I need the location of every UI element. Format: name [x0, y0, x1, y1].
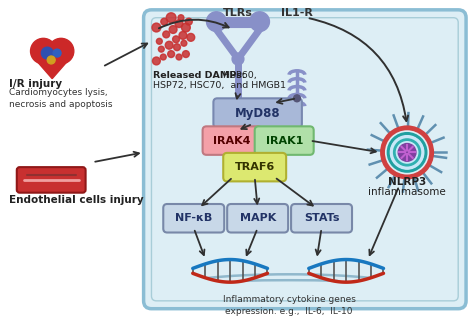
Circle shape: [168, 51, 174, 58]
Circle shape: [398, 144, 416, 161]
Circle shape: [175, 20, 183, 28]
Circle shape: [179, 31, 187, 39]
Circle shape: [160, 54, 166, 60]
Circle shape: [185, 18, 192, 25]
Text: HSP60,: HSP60,: [220, 71, 257, 80]
Circle shape: [182, 51, 189, 58]
Text: STATs: STATs: [304, 213, 339, 223]
FancyBboxPatch shape: [227, 204, 288, 233]
Text: TLRs: TLRs: [223, 8, 253, 18]
Text: NLRP3: NLRP3: [388, 177, 426, 187]
Circle shape: [163, 31, 170, 38]
Circle shape: [173, 44, 181, 51]
Circle shape: [47, 56, 55, 64]
Text: inflammasome: inflammasome: [368, 187, 446, 196]
FancyBboxPatch shape: [213, 98, 302, 128]
Text: Endothelial cells injury: Endothelial cells injury: [9, 195, 144, 205]
Circle shape: [250, 12, 269, 31]
Text: IRAK1: IRAK1: [265, 136, 303, 146]
Circle shape: [232, 53, 244, 65]
Circle shape: [30, 38, 56, 64]
Circle shape: [207, 12, 226, 31]
Circle shape: [391, 136, 424, 169]
Circle shape: [178, 15, 184, 21]
Circle shape: [48, 38, 74, 64]
Circle shape: [153, 57, 160, 65]
FancyBboxPatch shape: [17, 167, 86, 193]
Circle shape: [173, 36, 180, 43]
Circle shape: [156, 38, 162, 44]
Text: IRAK4: IRAK4: [213, 136, 251, 146]
Text: Inflammatory cytokine genes
expression. e.g.,  IL-6,  IL-10: Inflammatory cytokine genes expression. …: [223, 295, 356, 316]
FancyBboxPatch shape: [291, 204, 352, 233]
Circle shape: [176, 54, 182, 60]
FancyBboxPatch shape: [202, 126, 262, 155]
Circle shape: [165, 41, 173, 49]
Text: MyD88: MyD88: [235, 107, 281, 120]
Polygon shape: [32, 55, 73, 79]
Circle shape: [181, 40, 187, 46]
Circle shape: [187, 33, 195, 41]
Circle shape: [53, 49, 61, 57]
Text: TRAF6: TRAF6: [235, 162, 275, 172]
Circle shape: [41, 47, 53, 59]
Text: HSP72, HSC70,  and HMGB1: HSP72, HSC70, and HMGB1: [154, 81, 286, 90]
Circle shape: [293, 95, 301, 102]
Circle shape: [169, 26, 177, 33]
Text: Released DAMPs:: Released DAMPs:: [154, 71, 246, 80]
Circle shape: [158, 46, 164, 52]
FancyBboxPatch shape: [223, 153, 286, 181]
Circle shape: [152, 23, 161, 32]
Text: IL1-R: IL1-R: [281, 8, 313, 18]
FancyBboxPatch shape: [255, 126, 314, 155]
Text: NF-κB: NF-κB: [175, 213, 212, 223]
Circle shape: [161, 18, 168, 25]
Text: Cardiomyocytes lysis,
necrosis and apoptosis: Cardiomyocytes lysis, necrosis and apopt…: [9, 89, 112, 108]
Circle shape: [166, 13, 176, 23]
Text: I/R injury: I/R injury: [9, 79, 62, 89]
Circle shape: [182, 23, 190, 32]
Text: MAPK: MAPK: [239, 213, 276, 223]
FancyBboxPatch shape: [144, 10, 466, 309]
FancyBboxPatch shape: [163, 204, 224, 233]
